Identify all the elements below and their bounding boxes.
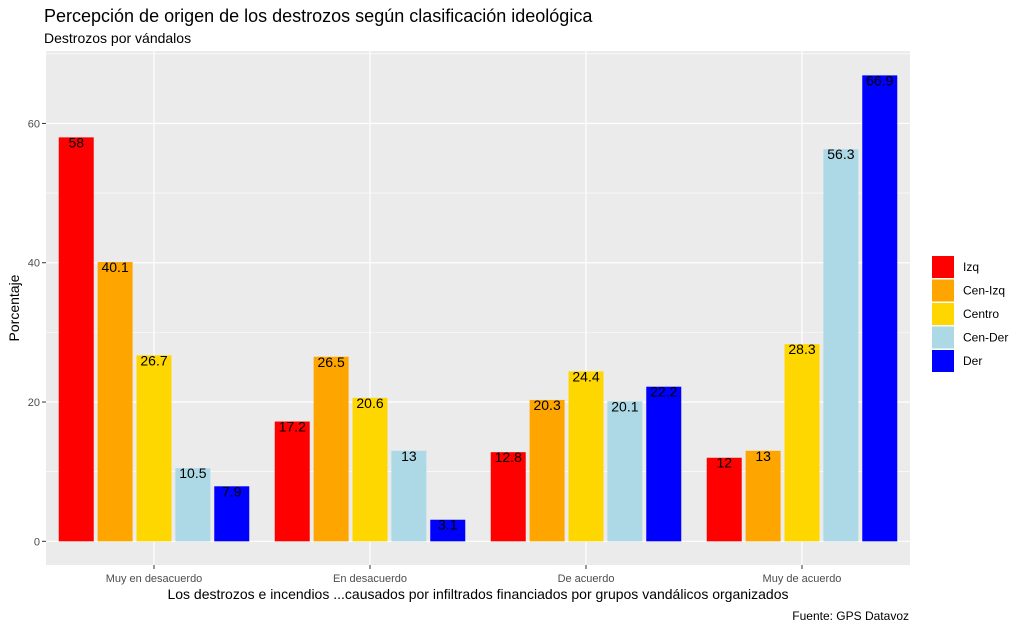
data-label: 56.3 xyxy=(827,146,854,162)
bar xyxy=(97,262,133,542)
legend-label: Cen-Der xyxy=(963,331,1008,345)
y-tick-label: 20 xyxy=(28,397,40,409)
bar xyxy=(529,399,565,542)
legend-key xyxy=(932,303,954,325)
bar xyxy=(784,344,820,542)
data-label: 20.6 xyxy=(356,395,383,411)
data-label: 26.5 xyxy=(317,354,344,370)
y-axis-ticks: 0 20 40 60 xyxy=(28,118,46,548)
data-label: 7.9 xyxy=(222,483,242,499)
bars xyxy=(58,75,898,542)
y-tick-label: 0 xyxy=(34,536,40,548)
legend-label: Der xyxy=(963,354,982,368)
bar xyxy=(352,397,388,542)
bar xyxy=(607,401,643,542)
caption: Fuente: GPS Datavoz xyxy=(792,609,909,623)
y-tick-label: 60 xyxy=(28,118,40,130)
legend-key xyxy=(932,256,954,278)
bar xyxy=(58,137,94,542)
data-label: 40.1 xyxy=(101,259,128,275)
bar xyxy=(706,457,742,542)
x-tick-label: En desacuerdo xyxy=(333,573,407,585)
bar xyxy=(313,356,349,542)
data-label: 12.8 xyxy=(495,449,522,465)
x-axis-title: Los destrozos e incendios ...causados po… xyxy=(167,586,788,602)
bar xyxy=(430,519,466,542)
data-labels: 58 17.2 12.8 12 40.1 26.5 20.3 13 26.7 20.6 24.4 28… xyxy=(68,72,893,532)
bar xyxy=(136,355,172,542)
bar xyxy=(646,386,682,542)
data-label: 24.4 xyxy=(572,368,599,384)
legend-label: Cen-Izq xyxy=(963,284,1005,298)
data-label: 28.3 xyxy=(788,341,815,357)
data-label: 20.1 xyxy=(611,398,638,414)
data-label: 13 xyxy=(755,448,771,464)
x-tick-label: De acuerdo xyxy=(558,573,615,585)
data-label: 3.1 xyxy=(438,517,458,533)
bar xyxy=(214,486,250,542)
bar xyxy=(274,421,310,542)
y-axis-title: Porcentaje xyxy=(6,274,22,341)
x-axis-ticks: Muy en desacuerdo En desacuerdo De acuerdo… xyxy=(106,565,842,585)
chart-subtitle: Destrozos por vándalos xyxy=(44,30,191,46)
bar xyxy=(568,371,604,542)
legend-label: Centro xyxy=(963,307,999,321)
bar xyxy=(745,450,781,542)
data-label: 10.5 xyxy=(179,465,206,481)
data-label: 12 xyxy=(716,455,732,471)
legend-key xyxy=(932,326,954,349)
bar xyxy=(175,468,211,542)
data-label: 20.3 xyxy=(533,397,560,413)
chart-title: Percepción de origen de los destrozos se… xyxy=(44,6,593,26)
data-label: 58 xyxy=(68,134,84,150)
legend-key xyxy=(932,279,954,302)
legend: Izq Cen-Izq Centro Cen-Der Der xyxy=(932,256,1008,372)
bar xyxy=(391,450,427,542)
data-label: 13 xyxy=(401,448,417,464)
data-label: 26.7 xyxy=(140,352,167,368)
data-label: 17.2 xyxy=(279,419,306,435)
bar xyxy=(823,149,859,542)
y-tick-label: 40 xyxy=(28,258,40,270)
legend-label: Izq xyxy=(963,260,979,274)
data-label: 22.2 xyxy=(650,384,677,400)
x-tick-label: Muy de acuerdo xyxy=(763,573,842,585)
legend-key xyxy=(932,350,954,372)
bar xyxy=(490,452,526,542)
x-tick-label: Muy en desacuerdo xyxy=(106,573,203,585)
data-label: 66.9 xyxy=(866,72,893,88)
bar xyxy=(862,75,898,542)
